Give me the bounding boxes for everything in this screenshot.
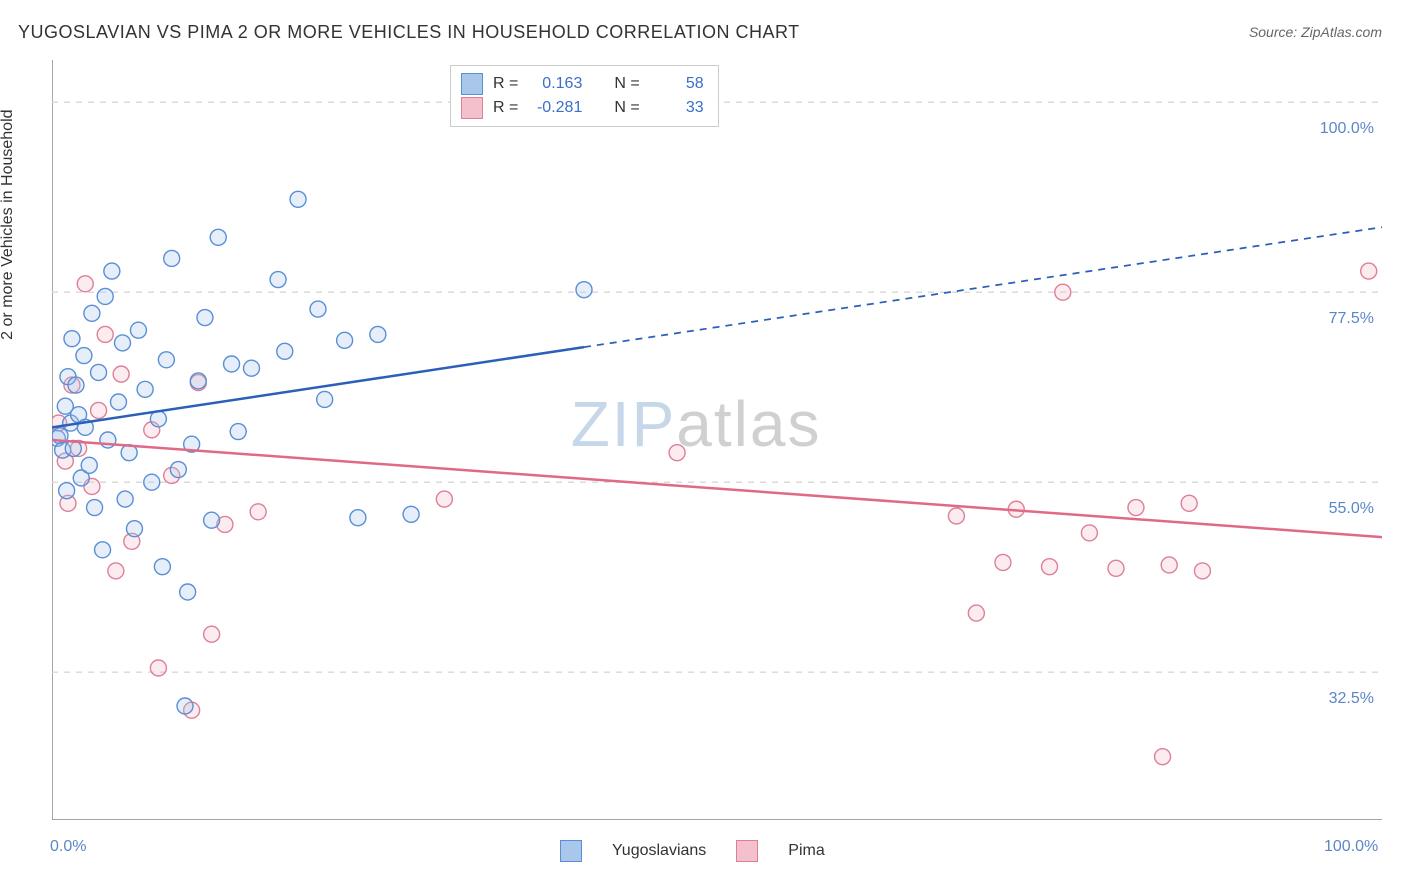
- n-label-a: N =: [614, 72, 639, 96]
- r-value-a: 0.163: [528, 72, 582, 96]
- legend-swatch-a: [560, 840, 582, 862]
- source-label: Source: ZipAtlas.com: [1249, 24, 1382, 40]
- swatch-b: [461, 97, 483, 119]
- n-label-b: N =: [614, 96, 639, 120]
- legend: Yugoslavians Pima: [560, 840, 825, 862]
- grid-label: 55.0%: [1329, 500, 1374, 518]
- grid-label: 77.5%: [1329, 310, 1374, 328]
- stats-box: R = 0.163 N = 58 R = -0.281 N = 33: [450, 65, 719, 127]
- scatter-plot: ZIPatlas 32.5%55.0%77.5%100.0%0.0%100.0%: [52, 60, 1382, 820]
- r-label-b: R =: [493, 96, 518, 120]
- chart-title: YUGOSLAVIAN VS PIMA 2 OR MORE VEHICLES I…: [18, 22, 800, 43]
- stats-row-b: R = -0.281 N = 33: [461, 96, 704, 120]
- grid-label: 100.0%: [1320, 120, 1374, 138]
- n-value-b: 33: [650, 96, 704, 120]
- legend-swatch-b: [736, 840, 758, 862]
- x-axis-label: 100.0%: [1324, 838, 1378, 856]
- y-axis-label: 2 or more Vehicles in Household: [0, 109, 17, 339]
- r-value-b: -0.281: [528, 96, 582, 120]
- legend-label-a: Yugoslavians: [612, 842, 706, 860]
- swatch-a: [461, 73, 483, 95]
- stats-row-a: R = 0.163 N = 58: [461, 72, 704, 96]
- r-label-a: R =: [493, 72, 518, 96]
- x-axis-label: 0.0%: [50, 838, 86, 856]
- legend-label-b: Pima: [788, 842, 824, 860]
- n-value-a: 58: [650, 72, 704, 96]
- grid-label: 32.5%: [1329, 690, 1374, 708]
- plot-svg: [52, 60, 1382, 820]
